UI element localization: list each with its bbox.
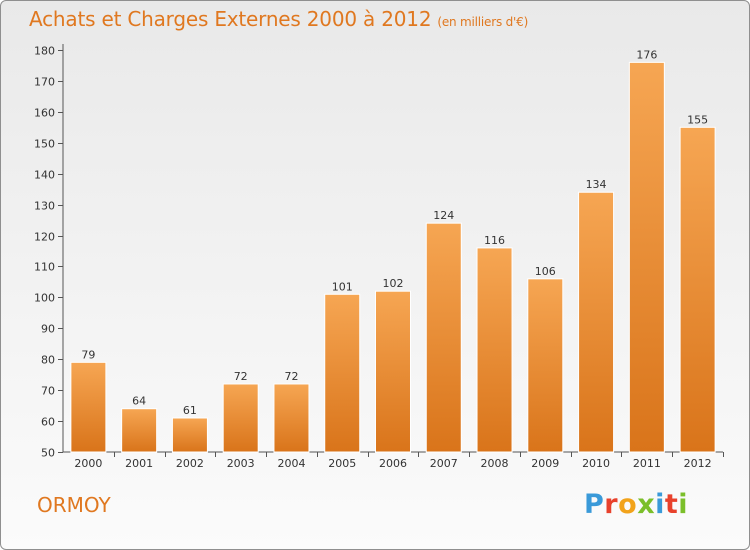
x-tick-label: 2008 [481, 457, 509, 470]
y-tick-label: 120 [34, 231, 55, 244]
bar-value-label: 61 [183, 404, 197, 417]
x-tick-label: 2006 [379, 457, 407, 470]
bar [70, 361, 107, 453]
bar [375, 290, 411, 453]
bar-value-label: 176 [636, 48, 657, 61]
y-tick-label: 180 [34, 45, 55, 58]
x-tick-label: 2002 [176, 457, 204, 470]
bar-value-label: 155 [687, 113, 708, 126]
y-tick-label: 130 [34, 200, 55, 213]
chart-title-text: Achats et Charges Externes 2000 à 2012 [29, 7, 432, 31]
x-tick-label: 2001 [125, 457, 153, 470]
bar-value-label: 72 [234, 370, 248, 383]
x-tick-label: 2009 [531, 457, 559, 470]
logo-letter: o [618, 489, 638, 520]
bar-value-label: 79 [81, 348, 95, 361]
bar [527, 278, 564, 453]
x-tick-label: 2010 [582, 457, 610, 470]
bar [425, 222, 462, 453]
bar-value-label: 106 [535, 265, 556, 278]
bar-value-label: 102 [383, 277, 404, 290]
bar-value-label: 101 [332, 280, 353, 293]
y-tick-label: 150 [34, 138, 55, 151]
y-tick-label: 100 [34, 292, 55, 305]
chart-subtitle: (en milliers d'€) [437, 15, 529, 29]
bar-value-label: 124 [433, 209, 454, 222]
logo-letter: t [664, 489, 679, 520]
y-tick-label: 80 [41, 354, 55, 367]
y-tick-label: 50 [41, 447, 55, 460]
bar [324, 293, 361, 453]
bar [121, 408, 158, 453]
x-tick-label: 2003 [227, 457, 255, 470]
proxiti-logo: Proxiti [584, 489, 688, 520]
y-tick-label: 70 [41, 385, 55, 398]
bar-value-label: 72 [284, 370, 298, 383]
logo-letter: i [678, 489, 689, 520]
logo-letter: r [604, 489, 619, 520]
x-tick-label: 2005 [328, 457, 356, 470]
bar [679, 126, 716, 453]
logo-letter: P [584, 489, 605, 520]
bar [171, 417, 208, 453]
bar [628, 61, 665, 453]
bar [476, 247, 513, 453]
bar-value-label: 134 [586, 178, 607, 191]
bar [222, 383, 259, 453]
x-tick-label: 2011 [633, 457, 661, 470]
bar [578, 191, 615, 453]
x-tick-label: 2004 [277, 457, 305, 470]
y-tick-label: 90 [41, 323, 55, 336]
y-tick-label: 160 [34, 107, 55, 120]
chart-title: Achats et Charges Externes 2000 à 2012 (e… [29, 7, 528, 31]
y-tick-label: 60 [41, 416, 55, 429]
city-name: ORMOY [37, 493, 111, 517]
y-tick-label: 140 [34, 169, 55, 182]
bar-value-label: 116 [484, 234, 505, 247]
logo-letter: x [637, 489, 656, 520]
x-tick-label: 2000 [74, 457, 102, 470]
x-tick-label: 2012 [684, 457, 712, 470]
y-tick-label: 110 [34, 261, 55, 274]
x-tick-label: 2007 [430, 457, 458, 470]
bar [273, 383, 310, 453]
y-tick-label: 170 [34, 76, 55, 89]
logo-letter: i [655, 489, 665, 520]
bar-value-label: 64 [132, 395, 146, 408]
